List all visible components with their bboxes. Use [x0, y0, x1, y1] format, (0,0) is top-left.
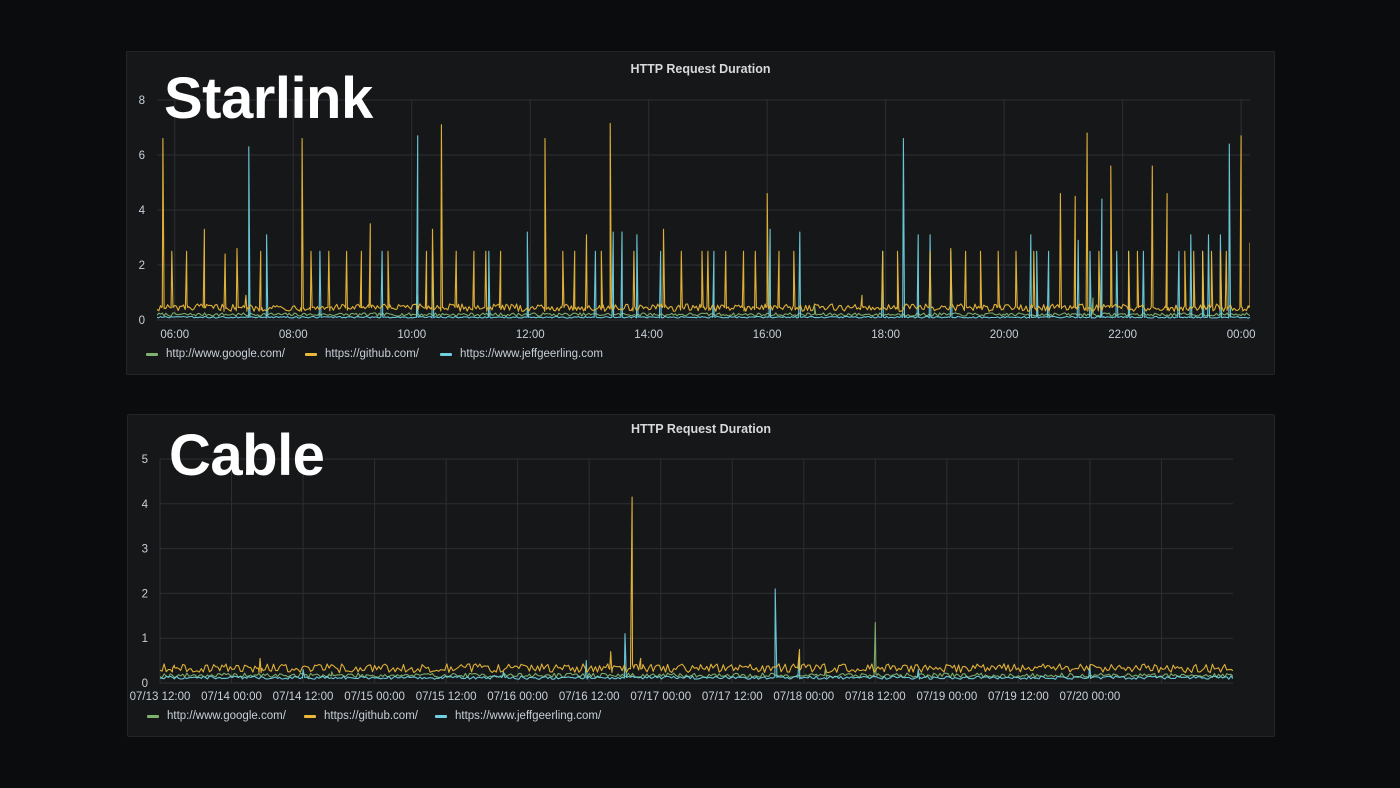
cable-series-www-google-com [160, 621, 1233, 679]
cable-x-tick-label: 07/13 12:00 [130, 691, 191, 703]
cable-y-tick-label: 5 [142, 454, 148, 466]
cable-legend-label: http://www.google.com/ [167, 710, 287, 722]
starlink-x-tick-label: 00:00 [1227, 329, 1256, 341]
cable-legend-label: https://github.com/ [324, 710, 419, 722]
starlink-legend-label: https://github.com/ [325, 348, 420, 360]
starlink-x-tick-label: 14:00 [634, 329, 663, 341]
starlink-chart: HTTP Request Duration 0 2 4 6 8 06:00 08:00 10:0… [139, 62, 1256, 360]
starlink-series-www-google-com [157, 294, 1250, 317]
cable-x-tick-label: 07/17 00:00 [630, 691, 691, 703]
starlink-legend-item[interactable]: https://github.com/ [305, 348, 420, 360]
cable-x-tick-label: 07/19 00:00 [916, 691, 977, 703]
starlink-series-github-com [157, 122, 1250, 312]
starlink-y-tick-label: 6 [139, 150, 145, 162]
starlink-y-tick-label: 8 [139, 95, 145, 107]
starlink-legend-label: https://www.jeffgeerling.com [460, 348, 603, 360]
cable-x-tick-label: 07/17 12:00 [702, 691, 763, 703]
cable-series-github-com [160, 496, 1233, 674]
starlink-chart-title: HTTP Request Duration [630, 62, 770, 76]
starlink-y-tick-label: 2 [139, 260, 145, 272]
cable-legend-swatch [304, 715, 316, 718]
cable-y-tick-label: 1 [142, 633, 148, 645]
starlink-legend-label: http://www.google.com/ [166, 348, 286, 360]
cable-x-tick-label: 07/15 00:00 [344, 691, 405, 703]
cable-x-tick-label: 07/18 00:00 [773, 691, 834, 703]
cable-y-tick-label: 4 [142, 499, 149, 511]
cable-legend-item[interactable]: https://github.com/ [304, 710, 419, 722]
cable-x-tick-label: 07/18 12:00 [845, 691, 906, 703]
starlink-label: Starlink [164, 66, 373, 131]
cable-x-tick-label: 07/19 12:00 [988, 691, 1049, 703]
cable-chart-title: HTTP Request Duration [631, 422, 771, 436]
cable-y-tick-label: 0 [142, 678, 148, 690]
cable-series-www-jeffgeerling-com [160, 588, 1233, 680]
cable-x-tick-label: 07/15 12:00 [416, 691, 477, 703]
starlink-x-tick-label: 06:00 [160, 329, 189, 341]
cable-x-tick-label: 07/16 00:00 [487, 691, 548, 703]
cable-legend-swatch [147, 715, 159, 718]
cable-y-tick-label: 3 [142, 544, 148, 556]
starlink-series-www-jeffgeerling-com [157, 135, 1250, 319]
cable-chart: HTTP Request Duration 0 1 2 3 4 5 07/13 12:00 07… [130, 422, 1233, 722]
starlink-legend-swatch [146, 353, 158, 356]
starlink-y-tick-label: 4 [139, 205, 146, 217]
cable-y-tick-label: 2 [142, 588, 148, 600]
starlink-x-tick-label: 18:00 [871, 329, 900, 341]
cable-x-tick-label: 07/20 00:00 [1060, 691, 1121, 703]
starlink-x-tick-label: 16:00 [753, 329, 782, 341]
cable-x-tick-label: 07/14 00:00 [201, 691, 262, 703]
cable-legend-item[interactable]: https://www.jeffgeerling.com/ [435, 710, 602, 722]
starlink-x-tick-label: 12:00 [516, 329, 545, 341]
starlink-x-tick-label: 22:00 [1108, 329, 1137, 341]
cable-x-tick-label: 07/16 12:00 [559, 691, 620, 703]
cable-legend-label: https://www.jeffgeerling.com/ [455, 710, 602, 722]
starlink-x-tick-label: 08:00 [279, 329, 308, 341]
cable-legend-item[interactable]: http://www.google.com/ [147, 710, 287, 722]
cable-legend-swatch [435, 715, 447, 718]
cable-panel: HTTP Request Duration 0 1 2 3 4 5 07/13 12:00 07… [127, 414, 1275, 737]
starlink-legend-swatch [305, 353, 317, 356]
starlink-x-tick-label: 10:00 [397, 329, 426, 341]
starlink-y-tick-label: 0 [139, 315, 145, 327]
starlink-x-tick-label: 20:00 [990, 329, 1019, 341]
starlink-legend-item[interactable]: http://www.google.com/ [146, 348, 286, 360]
starlink-panel: HTTP Request Duration 0 2 4 6 8 06:00 08:00 10:0… [126, 51, 1275, 375]
starlink-legend-item[interactable]: https://www.jeffgeerling.com [440, 348, 603, 360]
cable-label: Cable [169, 423, 325, 488]
starlink-legend-swatch [440, 353, 452, 356]
cable-x-tick-label: 07/14 12:00 [273, 691, 334, 703]
